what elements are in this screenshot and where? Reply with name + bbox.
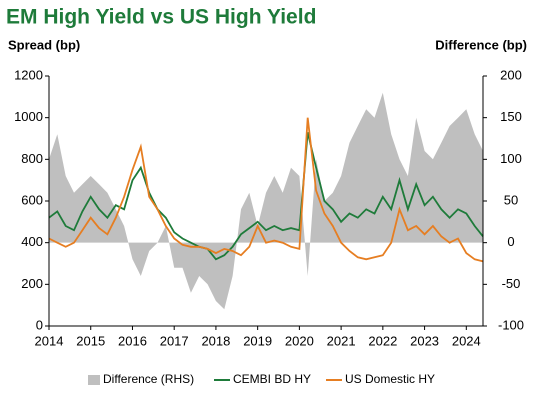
y-tick-label: 1000 [14,109,43,124]
y-tick-label: 400 [21,234,43,249]
y2-tick-label: -50 [502,276,521,291]
y-tick-label: 800 [21,151,43,166]
series-line [48,132,484,261]
legend-label: US Domestic HY [345,372,435,386]
x-tick-label: 2019 [243,333,272,348]
x-tick-label: 2015 [76,333,105,348]
x-tick-label: 2016 [118,333,147,348]
difference-area [49,92,483,310]
y2-tick-label: 200 [500,67,522,82]
x-tick-label: 2018 [201,333,230,348]
y2-tick-label: 150 [500,109,522,124]
x-tick-label: 2021 [327,333,356,348]
x-tick-label: 2014 [35,333,64,348]
legend-label: Difference (RHS) [103,372,194,386]
x-tick-label: 2023 [410,333,439,348]
x-tick-label: 2020 [285,333,314,348]
y-axis-label: Spread (bp) [8,37,80,52]
y2-axis-label: Difference (bp) [435,37,527,52]
legend-swatch [88,375,100,385]
x-tick-label: 2017 [160,333,189,348]
y-tick-label: 0 [36,317,43,332]
series-line [48,117,484,263]
x-tick-label: 2022 [368,333,397,348]
y2-tick-label: -100 [498,317,524,332]
chart-title: EM High Yield vs US High Yield [6,6,316,29]
y2-tick-label: 0 [507,234,514,249]
y-tick-label: 200 [21,276,43,291]
y-tick-label: 1200 [14,67,43,82]
y-tick-label: 600 [21,192,43,207]
legend-label: CEMBI BD HY [233,372,311,386]
y2-tick-label: 50 [504,192,518,207]
y2-tick-label: 100 [500,151,522,166]
x-tick-label: 2024 [452,333,481,348]
